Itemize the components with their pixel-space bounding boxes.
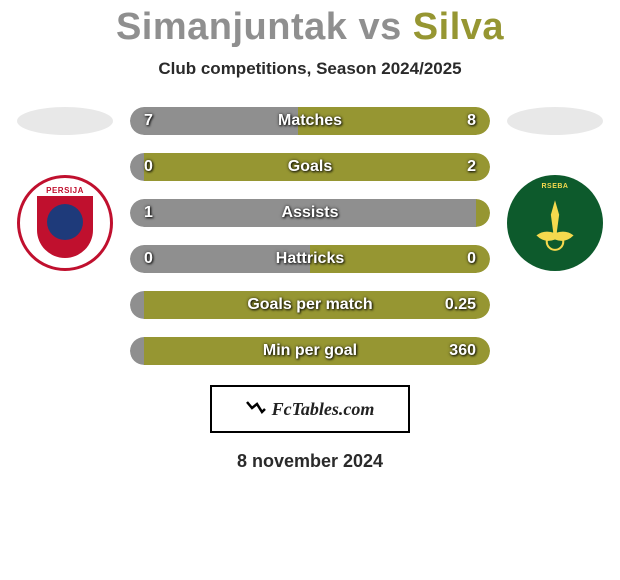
chart-icon	[246, 398, 266, 421]
right-column: RSEBA	[500, 107, 610, 271]
oval-left-icon	[17, 107, 113, 135]
watermark-logo: FcTables.com	[210, 385, 410, 433]
bar-value-left: 7	[144, 112, 153, 130]
bar-label: Hattricks	[276, 250, 344, 268]
stat-row-hattricks: Hattricks 0 0	[130, 245, 490, 273]
bar-value-left: 0	[144, 158, 153, 176]
bar-label: Assists	[282, 204, 339, 222]
crest-left: PERSIJA	[17, 175, 113, 271]
bar-label: Goals	[288, 158, 332, 176]
watermark-text: FcTables.com	[272, 399, 375, 420]
bar-value-left: 0	[144, 250, 153, 268]
stat-row-assists: Assists 1	[130, 199, 490, 227]
shield-icon	[37, 196, 93, 258]
bar-fill-left	[130, 337, 144, 365]
stat-row-min-per-goal: Min per goal 360	[130, 337, 490, 365]
bar-label: Min per goal	[263, 342, 357, 360]
bar-value-right: 360	[449, 342, 476, 360]
bar-fill-left	[130, 291, 144, 319]
bar-value-right: 2	[467, 158, 476, 176]
content-row: PERSIJA Matches 7 8 Goals 0 2 Assists 1 Hattrick…	[0, 107, 620, 365]
bar-value-right: 8	[467, 112, 476, 130]
left-column: PERSIJA	[10, 107, 120, 271]
title-right: Silva	[413, 6, 504, 48]
crest-right-icon	[524, 192, 586, 254]
title-left: Simanjuntak	[116, 6, 347, 48]
bar-fill-right	[476, 199, 490, 227]
stat-bars: Matches78Goals02Assists1Hattricks00Goals…	[130, 107, 490, 365]
oval-right-icon	[507, 107, 603, 135]
comparison-infographic: Simanjuntak vs Silva Club competitions, …	[0, 0, 620, 580]
stat-row-matches: Matches 7 8	[130, 107, 490, 135]
crest-right: RSEBA	[507, 175, 603, 271]
page-title: Simanjuntak vs Silva	[0, 0, 620, 49]
crest-left-text: PERSIJA	[46, 186, 84, 195]
crest-right-text: RSEBA	[541, 183, 568, 190]
date-text: 8 november 2024	[0, 451, 620, 472]
bar-value-left: 1	[144, 204, 153, 222]
title-vs: vs	[347, 6, 412, 48]
bar-value-right: 0	[467, 250, 476, 268]
stat-row-goals-per-match: Goals per match 0.25	[130, 291, 490, 319]
bar-label: Matches	[278, 112, 342, 130]
bar-fill-left	[130, 153, 144, 181]
bar-fill-left	[130, 107, 298, 135]
stat-row-goals: Goals 0 2	[130, 153, 490, 181]
subtitle: Club competitions, Season 2024/2025	[0, 59, 620, 79]
bar-label: Goals per match	[247, 296, 372, 314]
bar-value-right: 0.25	[445, 296, 476, 314]
